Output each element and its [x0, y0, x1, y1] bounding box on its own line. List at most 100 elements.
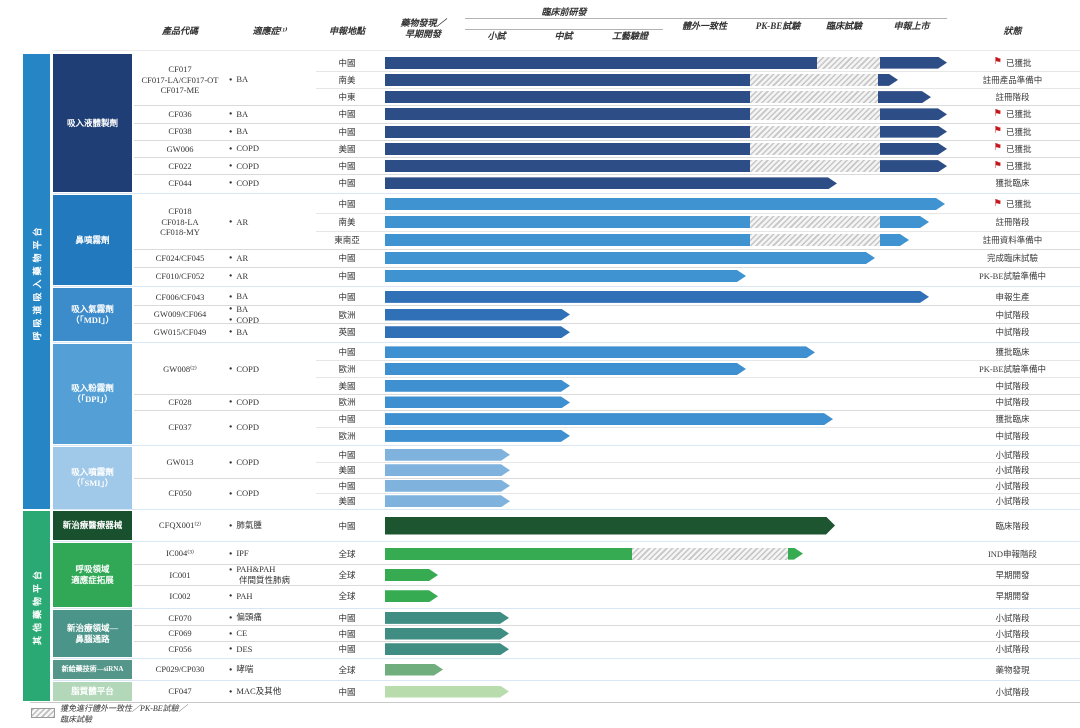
approved-flag-icon: ⚑ — [993, 108, 1002, 119]
status-label: 小試階段 — [945, 682, 1080, 701]
bar-segment-progress — [385, 464, 510, 476]
block-divider — [53, 444, 1080, 446]
product-indication: ● AR — [229, 195, 313, 249]
indication-line: ● COPD — [229, 488, 313, 499]
category-box: 新給藥技術—siRNA — [53, 660, 132, 679]
bar-segment-progress — [385, 480, 510, 492]
product-divider — [134, 410, 1080, 412]
region-label: 中國 — [338, 480, 356, 491]
indication-text: 偏頭痛 — [236, 612, 262, 623]
bullet-icon: ● — [229, 163, 233, 170]
column-header-pkbe-study: PK-BE試驗 — [755, 21, 801, 31]
bar-segment-progress — [385, 590, 438, 602]
status-text: 完成臨床試驗 — [986, 253, 1038, 263]
indication-text: BA — [236, 74, 249, 85]
indication-line: ● DES — [229, 644, 313, 655]
product-code: CF038 — [132, 123, 228, 140]
bar-segment-progress — [385, 547, 632, 560]
bullet-icon: ● — [229, 666, 233, 673]
category-box: 吸入液體製劑 — [53, 54, 132, 192]
product-divider — [134, 122, 1080, 124]
product-indication: ● AR — [229, 267, 313, 285]
product-divider — [134, 174, 1080, 176]
bar-segment-progress — [385, 612, 509, 624]
product-indication: ● COPD — [229, 478, 313, 509]
product-code: CF006/CF043 — [132, 288, 228, 306]
bar-segment-progress — [385, 495, 510, 507]
bullet-icon: ● — [229, 180, 233, 187]
header-underline-rule — [465, 29, 663, 30]
region-label: 中國 — [338, 414, 356, 425]
product-code: CF010/CF052 — [132, 267, 228, 285]
product-code-line: GW008⁽²⁾ — [163, 363, 197, 374]
bar-segment-progress — [385, 363, 746, 375]
indication-line: ● AR — [229, 217, 313, 228]
product-code: GW009/CF064 — [132, 306, 228, 324]
bullet-icon: ● — [229, 329, 233, 336]
product-code-line: CF037 — [168, 422, 192, 433]
product-code-line: CF047 — [168, 686, 192, 697]
region-label: 歐洲 — [338, 430, 356, 441]
bar-segment-progress — [385, 198, 945, 210]
category-box: 脂質體平台 — [53, 682, 132, 701]
bar-segment-progress — [385, 291, 929, 303]
bullet-icon: ● — [229, 145, 233, 152]
status-text: 註冊資料準備中 — [982, 235, 1043, 245]
product-divider — [134, 139, 1080, 141]
product-divider — [134, 105, 1080, 107]
product-indication: ● BA ● COPD — [229, 304, 313, 325]
product-code: CF047 — [132, 682, 228, 701]
category-label-line: 脂質體平台 — [71, 686, 114, 696]
status-text: 註冊階段 — [995, 92, 1030, 103]
column-header-pilot-scale: 中試 — [554, 31, 573, 41]
product-code-line: CF050 — [168, 488, 192, 499]
product-code-line: CF036 — [168, 109, 192, 120]
bullet-icon: ● — [229, 111, 233, 118]
status-text: 臨床階段 — [995, 520, 1030, 531]
category-box: 吸入噴霧劑 （「SMI」） — [53, 447, 132, 509]
region-label: 中國 — [338, 109, 356, 120]
product-indication: ● COPD — [229, 158, 313, 175]
bar-segment-progress — [385, 380, 570, 392]
bullet-icon: ● — [229, 522, 233, 529]
status-text: 已獲批 — [1006, 57, 1032, 68]
status-label: ⚑ 已獲批 — [945, 195, 1080, 213]
region-label: 東南亞 — [334, 235, 360, 245]
indication-text: AR — [236, 216, 249, 227]
product-code: CF070 — [132, 610, 228, 626]
bar-segment-progress — [385, 125, 750, 138]
column-header-invitro-equivalence: 體外一致性 — [681, 21, 727, 31]
bullet-icon: ● — [229, 366, 233, 373]
category-label-line: 新治療醫療器械 — [62, 520, 123, 530]
region-label: 全球 — [338, 664, 356, 675]
bar-segment-progress — [880, 216, 929, 228]
region-label: 中國 — [338, 291, 356, 302]
bar-segment-exempted — [750, 142, 880, 155]
status-text: 小試階段 — [995, 496, 1030, 507]
column-header-discovery-line1: 藥物發現／ — [400, 18, 446, 28]
product-code: CF069 — [132, 626, 228, 642]
column-header-discovery-line2: 早期開發 — [404, 29, 441, 39]
region-label: 中國 — [338, 520, 356, 531]
product-indication: ● 哮喘 — [229, 660, 313, 679]
region-label: 南美 — [338, 217, 356, 227]
indication-text: DES — [236, 643, 253, 654]
region-label: 中國 — [338, 57, 356, 68]
indication-text: BA — [236, 326, 249, 337]
column-header-indication: 適應症⁽¹⁾ — [252, 26, 288, 36]
status-text: 中試階段 — [995, 430, 1030, 441]
product-code-line: CF070 — [168, 612, 192, 623]
status-label: ⚑ 已獲批 — [945, 54, 1080, 71]
product-code-line: CF044 — [168, 178, 192, 189]
indication-text: IPF — [236, 548, 249, 559]
bar-segment-progress — [385, 270, 746, 282]
column-header-lab-scale: 小試 — [487, 31, 506, 41]
indication-line: ● BA — [229, 126, 313, 137]
product-indication: ● PAH&PAH 伴間質性肺病 — [229, 564, 313, 585]
product-code-line: CF056 — [168, 643, 192, 654]
bar-segment-exempted — [750, 73, 878, 86]
approved-flag-icon: ⚑ — [993, 126, 1002, 137]
bullet-icon: ● — [229, 566, 233, 573]
status-text: 藥物發現 — [995, 664, 1030, 675]
bar-segment-progress — [385, 686, 509, 698]
